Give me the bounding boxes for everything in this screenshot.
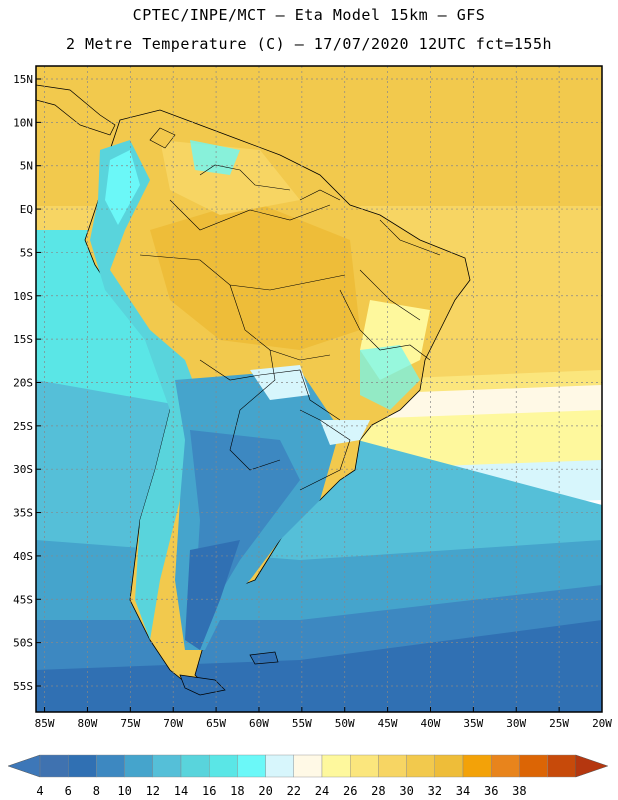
- longitude-labels: 85W 80W 75W 70W 65W 60W 55W 50W 45W 40W 35W 30W 25W 2…: [35, 707, 612, 730]
- lon-label: 70W: [163, 717, 183, 730]
- colorbar-label: 6: [65, 784, 72, 798]
- colorbar-segment: [434, 754, 464, 778]
- lon-label: 30W: [506, 717, 526, 730]
- lat-label: 15N: [13, 73, 33, 86]
- map-title-line2: 2 Metre Temperature (C) – 17/07/2020 12U…: [65, 35, 553, 53]
- temperature-field: [36, 66, 602, 712]
- lon-label: 35W: [463, 717, 483, 730]
- colorbar-label: 32: [428, 784, 442, 798]
- lat-label: 5N: [20, 160, 33, 173]
- colorbar-segment: [547, 754, 576, 778]
- lon-label: 40W: [421, 717, 441, 730]
- lon-label: 65W: [206, 717, 226, 730]
- colorbar-segment: [208, 754, 238, 778]
- colorbar-low-arrow: [7, 754, 41, 778]
- colorbar: 4 6 8 10 12 14 16 18 20 22 24 26 28 30 32 34 36 38: [7, 754, 609, 798]
- colorbar-segment: [124, 754, 153, 778]
- colorbar-segment: [67, 754, 97, 778]
- lat-label: 10S: [13, 290, 33, 303]
- colorbar-label: 14: [174, 784, 188, 798]
- lat-label: 30S: [13, 463, 33, 476]
- lat-label: 25S: [13, 420, 33, 433]
- colorbar-segment: [462, 754, 492, 778]
- lat-label: 20S: [13, 376, 33, 389]
- colorbar-label: 24: [315, 784, 329, 798]
- lat-lon-grid: [36, 66, 603, 712]
- map-frame: [35, 65, 603, 713]
- lon-label: 45W: [378, 717, 398, 730]
- colorbar-segment: [519, 754, 548, 778]
- lat-label: 10N: [13, 116, 33, 129]
- lon-label: 55W: [292, 717, 312, 730]
- lat-label: 35S: [13, 507, 33, 520]
- colorbar-label: 18: [230, 784, 244, 798]
- colorbar-segment: [180, 754, 210, 778]
- lon-label: 60W: [249, 717, 269, 730]
- lat-label: EQ: [20, 203, 33, 216]
- lon-label: 80W: [78, 717, 98, 730]
- colorbar-segment: [378, 754, 407, 778]
- lat-label: 50S: [13, 637, 33, 650]
- colorbar-segment: [96, 754, 125, 778]
- colorbar-segment: [237, 754, 266, 778]
- lon-label: 85W: [35, 717, 55, 730]
- colorbar-label: 26: [343, 784, 357, 798]
- colorbar-label: 22: [287, 784, 301, 798]
- colorbar-label: 34: [456, 784, 470, 798]
- colorbar-label: 20: [258, 784, 272, 798]
- lat-label: 55S: [13, 680, 33, 693]
- lat-label: 45S: [13, 593, 33, 606]
- colorbar-segment: [265, 754, 295, 778]
- colorbar-segment: [293, 754, 323, 778]
- country-borders: [139, 164, 441, 491]
- colorbar-segment: [39, 754, 69, 778]
- latitude-labels: 15N 10N 5N EQ 5S 10S 15S 20S 25S 30S 35S 40S 45S 50S 5…: [13, 73, 41, 693]
- lon-label: 20W: [592, 717, 612, 730]
- map-title-line1: CPTEC/INPE/MCT – Eta Model 15km – GFS: [132, 6, 486, 24]
- colorbar-segment: [350, 754, 379, 778]
- colorbar-segment: [406, 754, 436, 778]
- colorbar-segment: [152, 754, 182, 778]
- colorbar-label: 8: [93, 784, 100, 798]
- colorbar-label: 12: [146, 784, 160, 798]
- colorbar-label: 28: [371, 784, 385, 798]
- colorbar-label: 4: [36, 784, 43, 798]
- lat-label: 5S: [20, 246, 33, 259]
- lon-label: 25W: [549, 717, 569, 730]
- colorbar-segment: [321, 754, 351, 778]
- colorbar-label: 10: [117, 784, 131, 798]
- colorbar-label: 36: [484, 784, 498, 798]
- colorbar-label: 16: [202, 784, 216, 798]
- lat-label: 15S: [13, 333, 33, 346]
- colorbar-label: 38: [512, 784, 526, 798]
- lon-label: 75W: [120, 717, 140, 730]
- colorbar-label: 30: [399, 784, 413, 798]
- lat-label: 40S: [13, 550, 33, 563]
- colorbar-segment: [491, 754, 520, 778]
- colorbar-high-arrow: [575, 754, 609, 778]
- lon-label: 50W: [335, 717, 355, 730]
